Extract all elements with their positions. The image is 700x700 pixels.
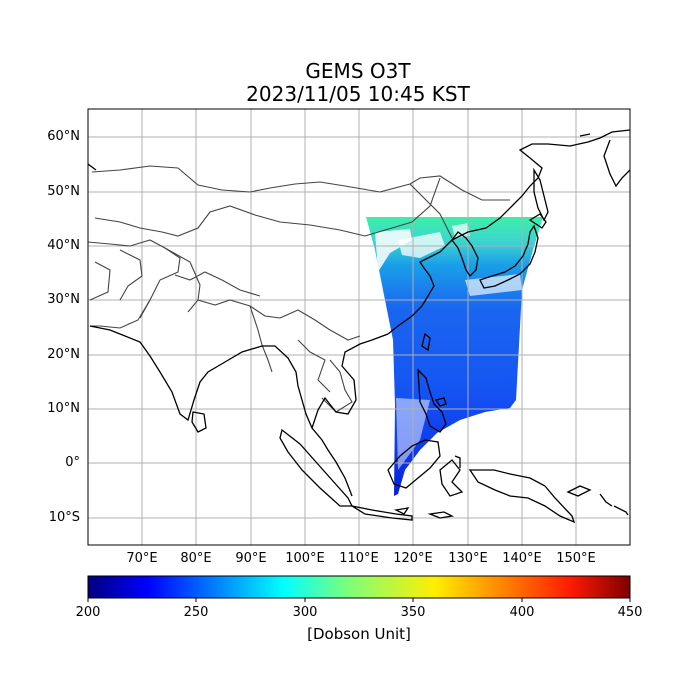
map-title: GEMS O3T	[305, 59, 411, 83]
colorbar-tick-label: 450	[617, 605, 643, 620]
lon-label: 80°E	[180, 551, 212, 566]
lat-label: 10°N	[47, 401, 80, 416]
lat-label: 0°	[65, 455, 80, 470]
colorbar-tick-label: 400	[509, 605, 535, 620]
colorbar-unit-label: [Dobson Unit]	[307, 625, 411, 643]
colorbar	[88, 576, 630, 598]
map-frame	[87, 108, 631, 546]
lat-label: 60°N	[47, 129, 80, 144]
lon-label: 140°E	[502, 551, 542, 566]
lon-label: 70°E	[126, 551, 158, 566]
country-borders	[88, 165, 510, 413]
colorbar-ticks	[87, 598, 631, 602]
colorbar-tick-label: 350	[400, 605, 426, 620]
colorbar-tick-label: 200	[75, 605, 101, 620]
map-timestamp: 2023/11/05 10:45 KST	[246, 82, 470, 106]
colorbar-frame	[87, 575, 631, 599]
colorbar-tick-label: 250	[183, 605, 209, 620]
lat-label: 50°N	[47, 184, 80, 199]
lon-label: 90°E	[235, 551, 267, 566]
lat-label: 30°N	[47, 292, 80, 307]
lon-label: 100°E	[285, 551, 325, 566]
colorbar-tick-label: 300	[292, 605, 318, 620]
ozone-swath	[366, 217, 543, 496]
lon-label: 130°E	[448, 551, 488, 566]
lat-label: 40°N	[47, 238, 80, 253]
lat-label: 10°S	[48, 510, 80, 525]
lon-label: 120°E	[393, 551, 433, 566]
lat-label: 20°N	[47, 347, 80, 362]
coastlines	[88, 129, 630, 524]
lon-label: 110°E	[339, 551, 379, 566]
lon-label: 150°E	[556, 551, 596, 566]
